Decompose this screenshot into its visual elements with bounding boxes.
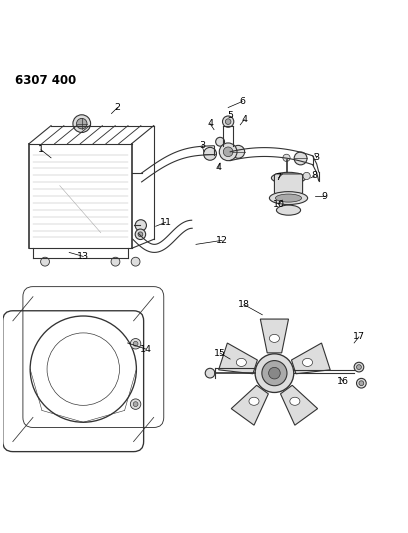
Text: 7: 7	[275, 173, 282, 182]
Text: 16: 16	[337, 377, 349, 386]
Text: 6: 6	[239, 97, 245, 106]
Text: 5: 5	[227, 111, 233, 120]
Circle shape	[73, 115, 91, 133]
Ellipse shape	[269, 334, 279, 342]
Text: 1: 1	[38, 146, 44, 154]
Polygon shape	[280, 385, 317, 425]
Text: 3: 3	[314, 154, 320, 163]
Ellipse shape	[277, 205, 301, 215]
Text: 17: 17	[353, 333, 365, 342]
Circle shape	[130, 399, 141, 409]
Ellipse shape	[302, 358, 313, 366]
Circle shape	[222, 116, 234, 127]
Circle shape	[232, 146, 245, 158]
Circle shape	[225, 119, 231, 124]
Ellipse shape	[271, 172, 306, 183]
Ellipse shape	[236, 358, 246, 366]
Circle shape	[111, 257, 120, 266]
Circle shape	[262, 361, 287, 386]
Circle shape	[205, 368, 215, 378]
Circle shape	[204, 148, 217, 160]
Circle shape	[255, 354, 294, 392]
Polygon shape	[260, 319, 288, 353]
Circle shape	[133, 341, 138, 346]
Ellipse shape	[275, 194, 302, 202]
Circle shape	[41, 257, 49, 266]
Ellipse shape	[277, 174, 299, 182]
Text: 8: 8	[312, 172, 318, 181]
Circle shape	[138, 232, 143, 237]
Circle shape	[268, 367, 280, 379]
Text: 4: 4	[241, 115, 247, 124]
Text: 18: 18	[238, 300, 250, 309]
Text: 4: 4	[215, 164, 221, 172]
Circle shape	[359, 381, 364, 385]
Circle shape	[135, 220, 146, 231]
Circle shape	[283, 154, 290, 161]
FancyBboxPatch shape	[275, 174, 303, 194]
Text: 6307 400: 6307 400	[15, 74, 76, 87]
Text: 4: 4	[207, 119, 213, 128]
Circle shape	[354, 362, 364, 372]
Text: 3: 3	[199, 141, 205, 150]
Circle shape	[303, 172, 310, 180]
Polygon shape	[291, 343, 330, 374]
Circle shape	[131, 257, 140, 266]
Ellipse shape	[290, 397, 300, 405]
Text: 2: 2	[115, 103, 120, 112]
Circle shape	[133, 402, 138, 407]
Circle shape	[357, 365, 361, 369]
Text: 11: 11	[160, 218, 172, 227]
Circle shape	[216, 138, 224, 146]
Ellipse shape	[249, 397, 259, 405]
Circle shape	[294, 152, 307, 165]
Circle shape	[135, 229, 146, 239]
Circle shape	[223, 147, 233, 157]
Text: 12: 12	[216, 236, 228, 245]
Polygon shape	[231, 385, 268, 425]
Polygon shape	[219, 343, 257, 374]
Ellipse shape	[269, 192, 308, 205]
Circle shape	[77, 118, 87, 129]
Text: 15: 15	[214, 349, 226, 358]
Circle shape	[357, 378, 366, 388]
Text: 13: 13	[77, 252, 89, 261]
Circle shape	[219, 143, 237, 160]
Circle shape	[130, 338, 141, 349]
Text: 10: 10	[273, 200, 284, 208]
Text: 9: 9	[322, 191, 328, 200]
Text: 14: 14	[140, 344, 152, 353]
